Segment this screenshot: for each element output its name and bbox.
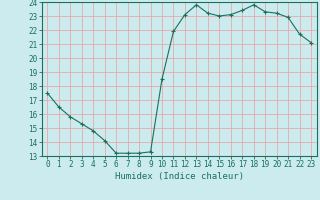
X-axis label: Humidex (Indice chaleur): Humidex (Indice chaleur) <box>115 172 244 181</box>
